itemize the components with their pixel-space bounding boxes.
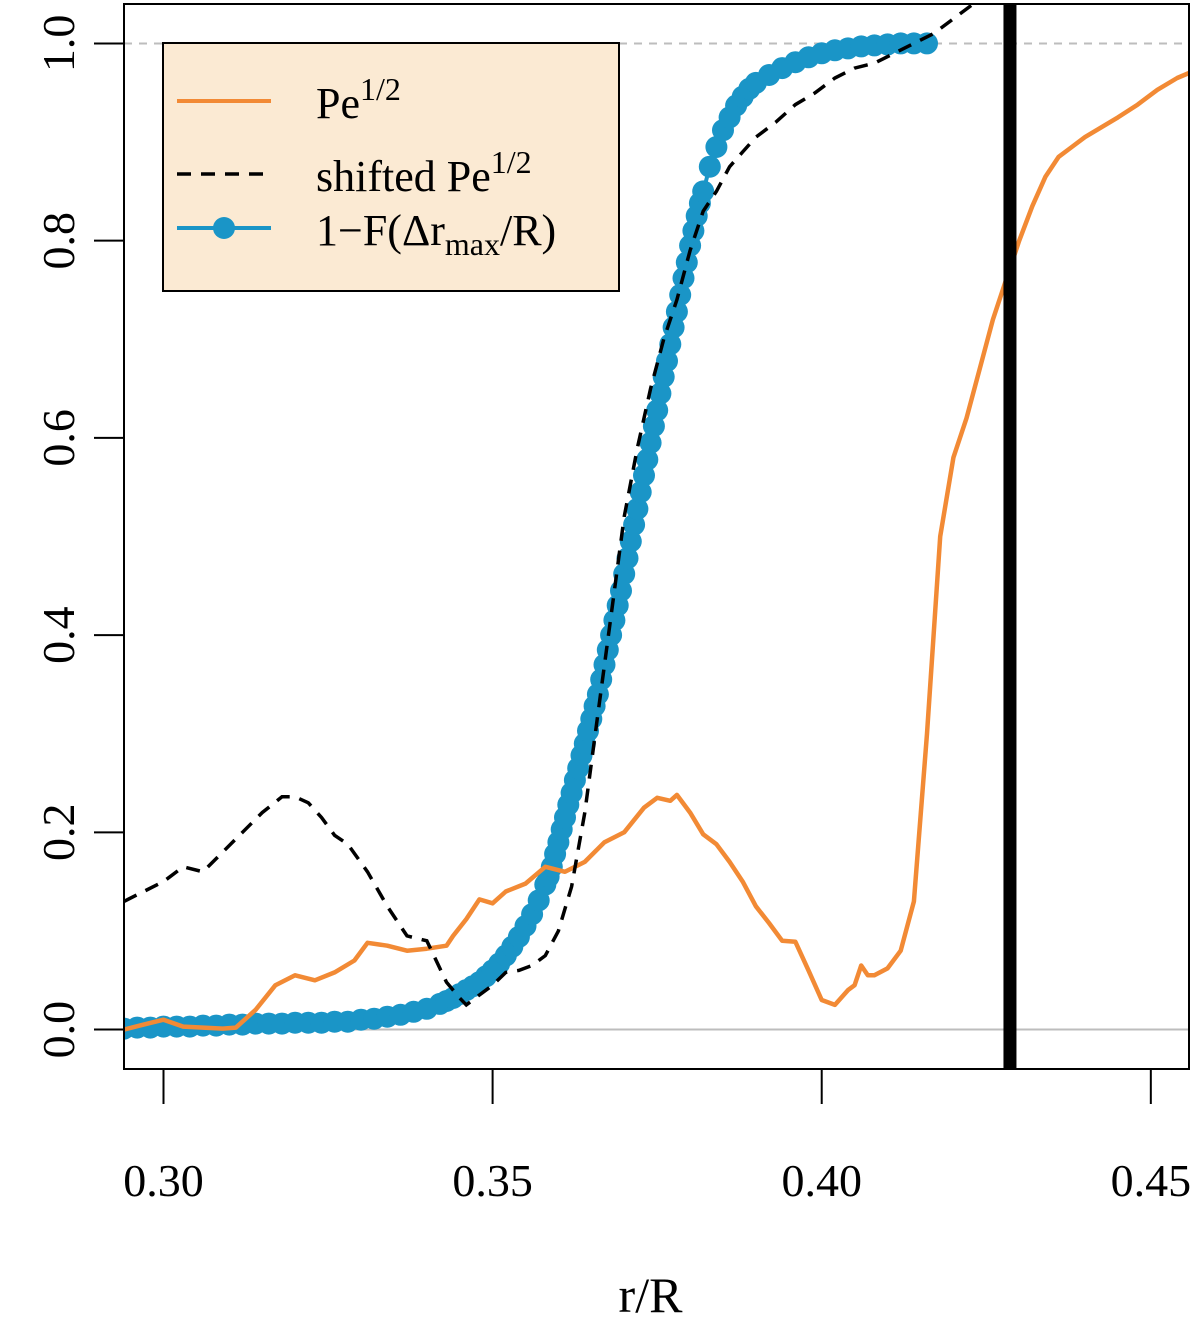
legend-entry-pe: Pe1/2 [177, 71, 401, 128]
legend-label-subscript: max [445, 226, 500, 262]
legend-entry-cdf: 1−F(Δrmax/R) [177, 206, 556, 262]
series-cdf-point [705, 136, 728, 158]
series-layer [124, 4, 1189, 1040]
legend-label: shifted Pe1/2 [316, 144, 532, 201]
series-cdf-point [626, 497, 649, 520]
series-cdf-point [675, 251, 698, 274]
x-tick-label: 0.40 [781, 1155, 862, 1206]
series-cdf [124, 32, 938, 1040]
legend-label-base: 1−F(Δr [316, 206, 445, 255]
legend-label-base: shifted Pe [316, 152, 491, 201]
series-cdf-point [629, 481, 652, 504]
legend-label: Pe1/2 [316, 71, 401, 128]
series-cdf-point [636, 448, 659, 471]
legend-label-superscript: 1/2 [360, 71, 401, 107]
series-cdf-point [639, 431, 662, 454]
x-axis: 0.30 0.35 0.40 0.45 [123, 1068, 1192, 1206]
y-tick-label: 0.4 [33, 606, 84, 664]
y-tick-label: 0.2 [33, 804, 84, 862]
legend-box [162, 42, 620, 292]
series-cdf-point [656, 350, 678, 372]
legend-label-tail: /R) [500, 206, 556, 255]
series-cdf-point [692, 180, 715, 203]
series-cdf-point [646, 399, 669, 422]
x-tick-label: 0.30 [123, 1155, 204, 1206]
y-tick-label: 0.6 [33, 409, 84, 467]
series-cdf-point [649, 382, 672, 405]
y-axis: 0.0 0.2 0.4 0.6 0.8 1.0 [33, 15, 124, 1059]
series-cdf-point [669, 283, 692, 306]
legend-entry-shifted: shifted Pe1/2 [177, 144, 532, 201]
x-tick-label: 0.45 [1111, 1155, 1192, 1206]
series-cdf-point [616, 547, 639, 570]
x-axis-title: r/R [619, 1267, 684, 1323]
legend-label-superscript: 1/2 [491, 144, 532, 180]
series-cdf-point [619, 530, 642, 553]
x-tick-label: 0.35 [452, 1155, 533, 1206]
y-tick-label: 0.0 [33, 1001, 84, 1059]
y-tick-label: 1.0 [33, 15, 84, 73]
legend-point [213, 217, 235, 239]
series-cdf-point [698, 155, 721, 178]
y-tick-label: 0.8 [33, 212, 84, 270]
series-cdf-point [659, 333, 682, 356]
legend-label-base: Pe [316, 79, 360, 128]
legend-label: 1−F(Δrmax/R) [316, 206, 556, 262]
